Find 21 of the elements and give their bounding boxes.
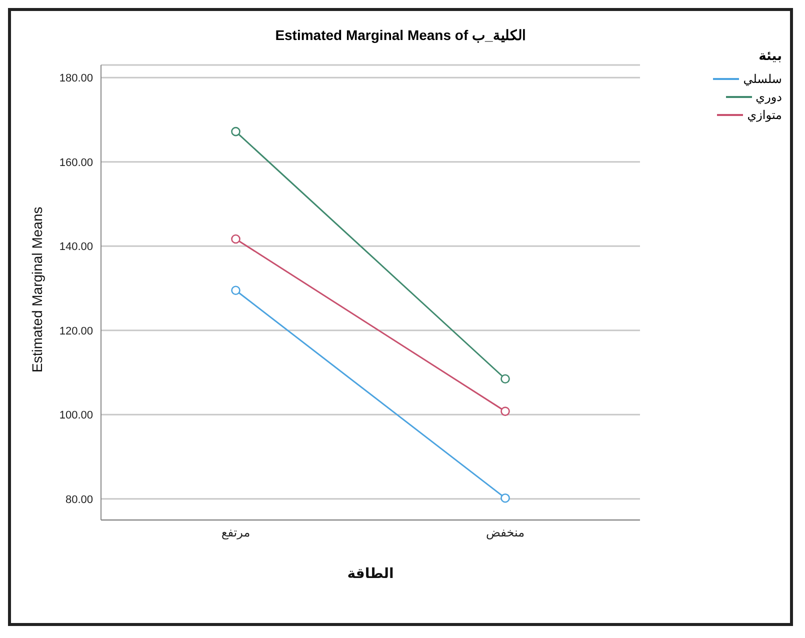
y-tick-label: 140.00: [59, 241, 93, 254]
point: [231, 286, 240, 296]
point: [500, 374, 510, 384]
x-tick-label: مرتفع: [221, 526, 250, 540]
legend-label: دوري: [756, 90, 782, 104]
legend-label: متوازي: [747, 108, 782, 122]
y-tick-label: 120.00: [59, 325, 93, 338]
point: [500, 406, 510, 416]
legend-label: سلسلي: [743, 72, 782, 86]
point: [231, 234, 240, 244]
y-axis-title: Estimated Marginal Means: [28, 206, 45, 372]
chart-title: Estimated Marginal Means of الكلية_ب: [274, 27, 527, 45]
legend-title: بيئة: [758, 49, 782, 64]
x-axis-title: الطاقة: [347, 566, 394, 582]
y-tick-label: 100.00: [59, 410, 93, 422]
x-tick-label: منخفض: [486, 526, 525, 540]
y-tick-label: 80.00: [65, 494, 93, 506]
point: [231, 126, 240, 136]
y-tick-label: 160.00: [59, 156, 93, 169]
y-tick-label: 180.00: [59, 72, 93, 85]
point: [500, 493, 510, 503]
